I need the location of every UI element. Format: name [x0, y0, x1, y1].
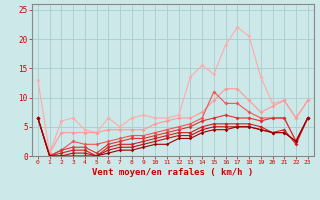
X-axis label: Vent moyen/en rafales ( km/h ): Vent moyen/en rafales ( km/h ) [92, 168, 253, 177]
